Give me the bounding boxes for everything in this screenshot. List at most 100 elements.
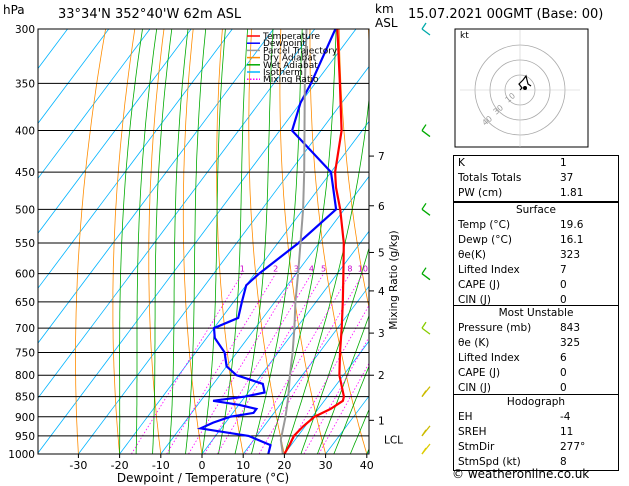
isotherm-line <box>38 29 151 179</box>
row-value: 7 <box>560 264 567 276</box>
pressure-tick-label: 1000 <box>8 449 35 461</box>
dry-adiabat-line <box>75 29 106 454</box>
isotherm-line <box>284 340 369 454</box>
isotherm-line <box>38 29 357 454</box>
wind-barb <box>421 273 431 281</box>
row-label: CAPE (J) <box>458 279 501 291</box>
hpa-label: hPa <box>3 3 25 17</box>
legend-label: Dewpoint <box>263 39 306 49</box>
pressure-tick-label: 550 <box>15 238 35 250</box>
isotherm-line <box>201 230 369 454</box>
mixing-ratio-label: 10 <box>358 265 368 274</box>
index-value: 1.81 <box>560 187 584 199</box>
wet-adiabat-line <box>168 29 189 454</box>
mixing-ratio-label: 3 <box>294 265 299 274</box>
legend-label: Parcel Trajectory <box>263 46 338 56</box>
index-label: PW (cm) <box>458 187 503 199</box>
row-label: SREH <box>458 426 487 438</box>
row-value: 0 <box>560 279 567 291</box>
km-tick-label: 4 <box>378 286 385 298</box>
pressure-tick-label: 350 <box>15 78 35 90</box>
wet-adiabat-line <box>135 29 158 454</box>
surface-row: CIN (J) 0 <box>454 293 618 308</box>
row-value: 16.1 <box>560 234 584 246</box>
km-label: km <box>375 2 394 16</box>
hodograph-title: Hodograph <box>506 396 566 408</box>
row-value: 323 <box>560 249 581 261</box>
pressure-tick-label: 800 <box>15 370 35 382</box>
trace-parcel-trajectory <box>279 29 308 454</box>
row-value: 19.6 <box>560 219 584 231</box>
pressure-tick-label: 700 <box>15 323 35 335</box>
dry-adiabat-line <box>368 29 369 50</box>
x-tick-label: 0 <box>199 459 206 472</box>
surface-row: θe(K) 323 <box>454 248 618 263</box>
row-label: Pressure (mb) <box>458 322 532 334</box>
x-tick-label: -20 <box>111 459 129 472</box>
wet-adiabat-line <box>218 29 248 454</box>
mixing-ratio-label: 1 <box>240 265 245 274</box>
mixing-ratio-axis-title: Mixing Ratio (g/kg) <box>388 230 400 329</box>
row-value: 8 <box>560 456 567 468</box>
row-value: 0 <box>560 382 567 394</box>
hodo-row: EH -4 <box>454 410 618 425</box>
mixing-ratio-label: 5 <box>321 265 326 274</box>
x-tick-label: -10 <box>152 459 170 472</box>
legend-label: Isotherm <box>263 68 303 78</box>
wind-barb-flag <box>421 447 427 455</box>
row-label: StmDir <box>458 441 495 453</box>
storm-motion-marker <box>523 86 527 90</box>
copyright-label: © weatheronline.co.uk <box>452 467 590 481</box>
dry-adiabat-line <box>112 29 136 454</box>
dry-adiabat-line <box>182 29 203 454</box>
row-label: Lifted Index <box>458 352 520 364</box>
mu-row: Pressure (mb) 843 <box>454 321 618 336</box>
km-tick-label: 7 <box>378 151 385 163</box>
pressure-tick-label: 900 <box>15 412 35 424</box>
surface-row: Dewp (°C) 16.1 <box>454 233 618 248</box>
lcl-label: LCL <box>384 435 403 447</box>
wet-adiabat-line <box>185 29 207 454</box>
mu-row: Lifted Index 6 <box>454 351 618 366</box>
pressure-tick-label: 600 <box>15 269 35 281</box>
row-label: Temp (°C) <box>458 219 511 231</box>
hodograph-table: Hodograph EH -4 SREH 11 StmDir 277° StmSpd … <box>453 394 619 471</box>
wet-adiabat-line <box>317 314 369 454</box>
mu-row: CIN (J) 0 <box>454 381 618 396</box>
wind-barb-flag <box>421 321 427 329</box>
sounding-traces <box>196 29 346 454</box>
row-label: CAPE (J) <box>458 367 501 379</box>
pressure-tick-label: 300 <box>15 24 35 36</box>
x-tick-label: 10 <box>236 459 250 472</box>
index-value: 1 <box>560 157 567 169</box>
isotherm-line <box>242 285 369 454</box>
index-label: K <box>458 157 465 169</box>
row-value: 325 <box>560 337 581 349</box>
isotherm-line <box>78 65 369 454</box>
asl-label: ASL <box>375 16 398 30</box>
datetime-label: 15.07.2021 00GMT (Base: 00) <box>408 7 604 22</box>
km-tick-label: 6 <box>378 201 385 213</box>
isotherm-line <box>38 29 316 399</box>
trace-dewpoint <box>196 29 338 454</box>
km-tick-label: 1 <box>378 415 385 427</box>
wet-adiabat-line <box>119 29 143 454</box>
row-value: 0 <box>560 367 567 379</box>
mu-row: θe (K) 325 <box>454 336 618 351</box>
isotherm-line <box>38 29 110 124</box>
row-label: CIN (J) <box>458 382 491 394</box>
row-value: 277° <box>560 441 586 453</box>
row-value: 0 <box>560 294 567 306</box>
plot-frame <box>37 28 370 455</box>
row-label: θe (K) <box>458 337 490 349</box>
pressure-tick-label: 500 <box>15 204 35 216</box>
hodograph-kt-label: kt <box>460 31 469 41</box>
surface-table: Surface Temp (°C) 19.6 Dewp (°C) 16.1 θe(K… <box>453 202 619 309</box>
mixing-ratio-line <box>166 273 276 454</box>
pressure-tick-label: 750 <box>15 347 35 359</box>
wind-barb-flag <box>421 124 427 131</box>
